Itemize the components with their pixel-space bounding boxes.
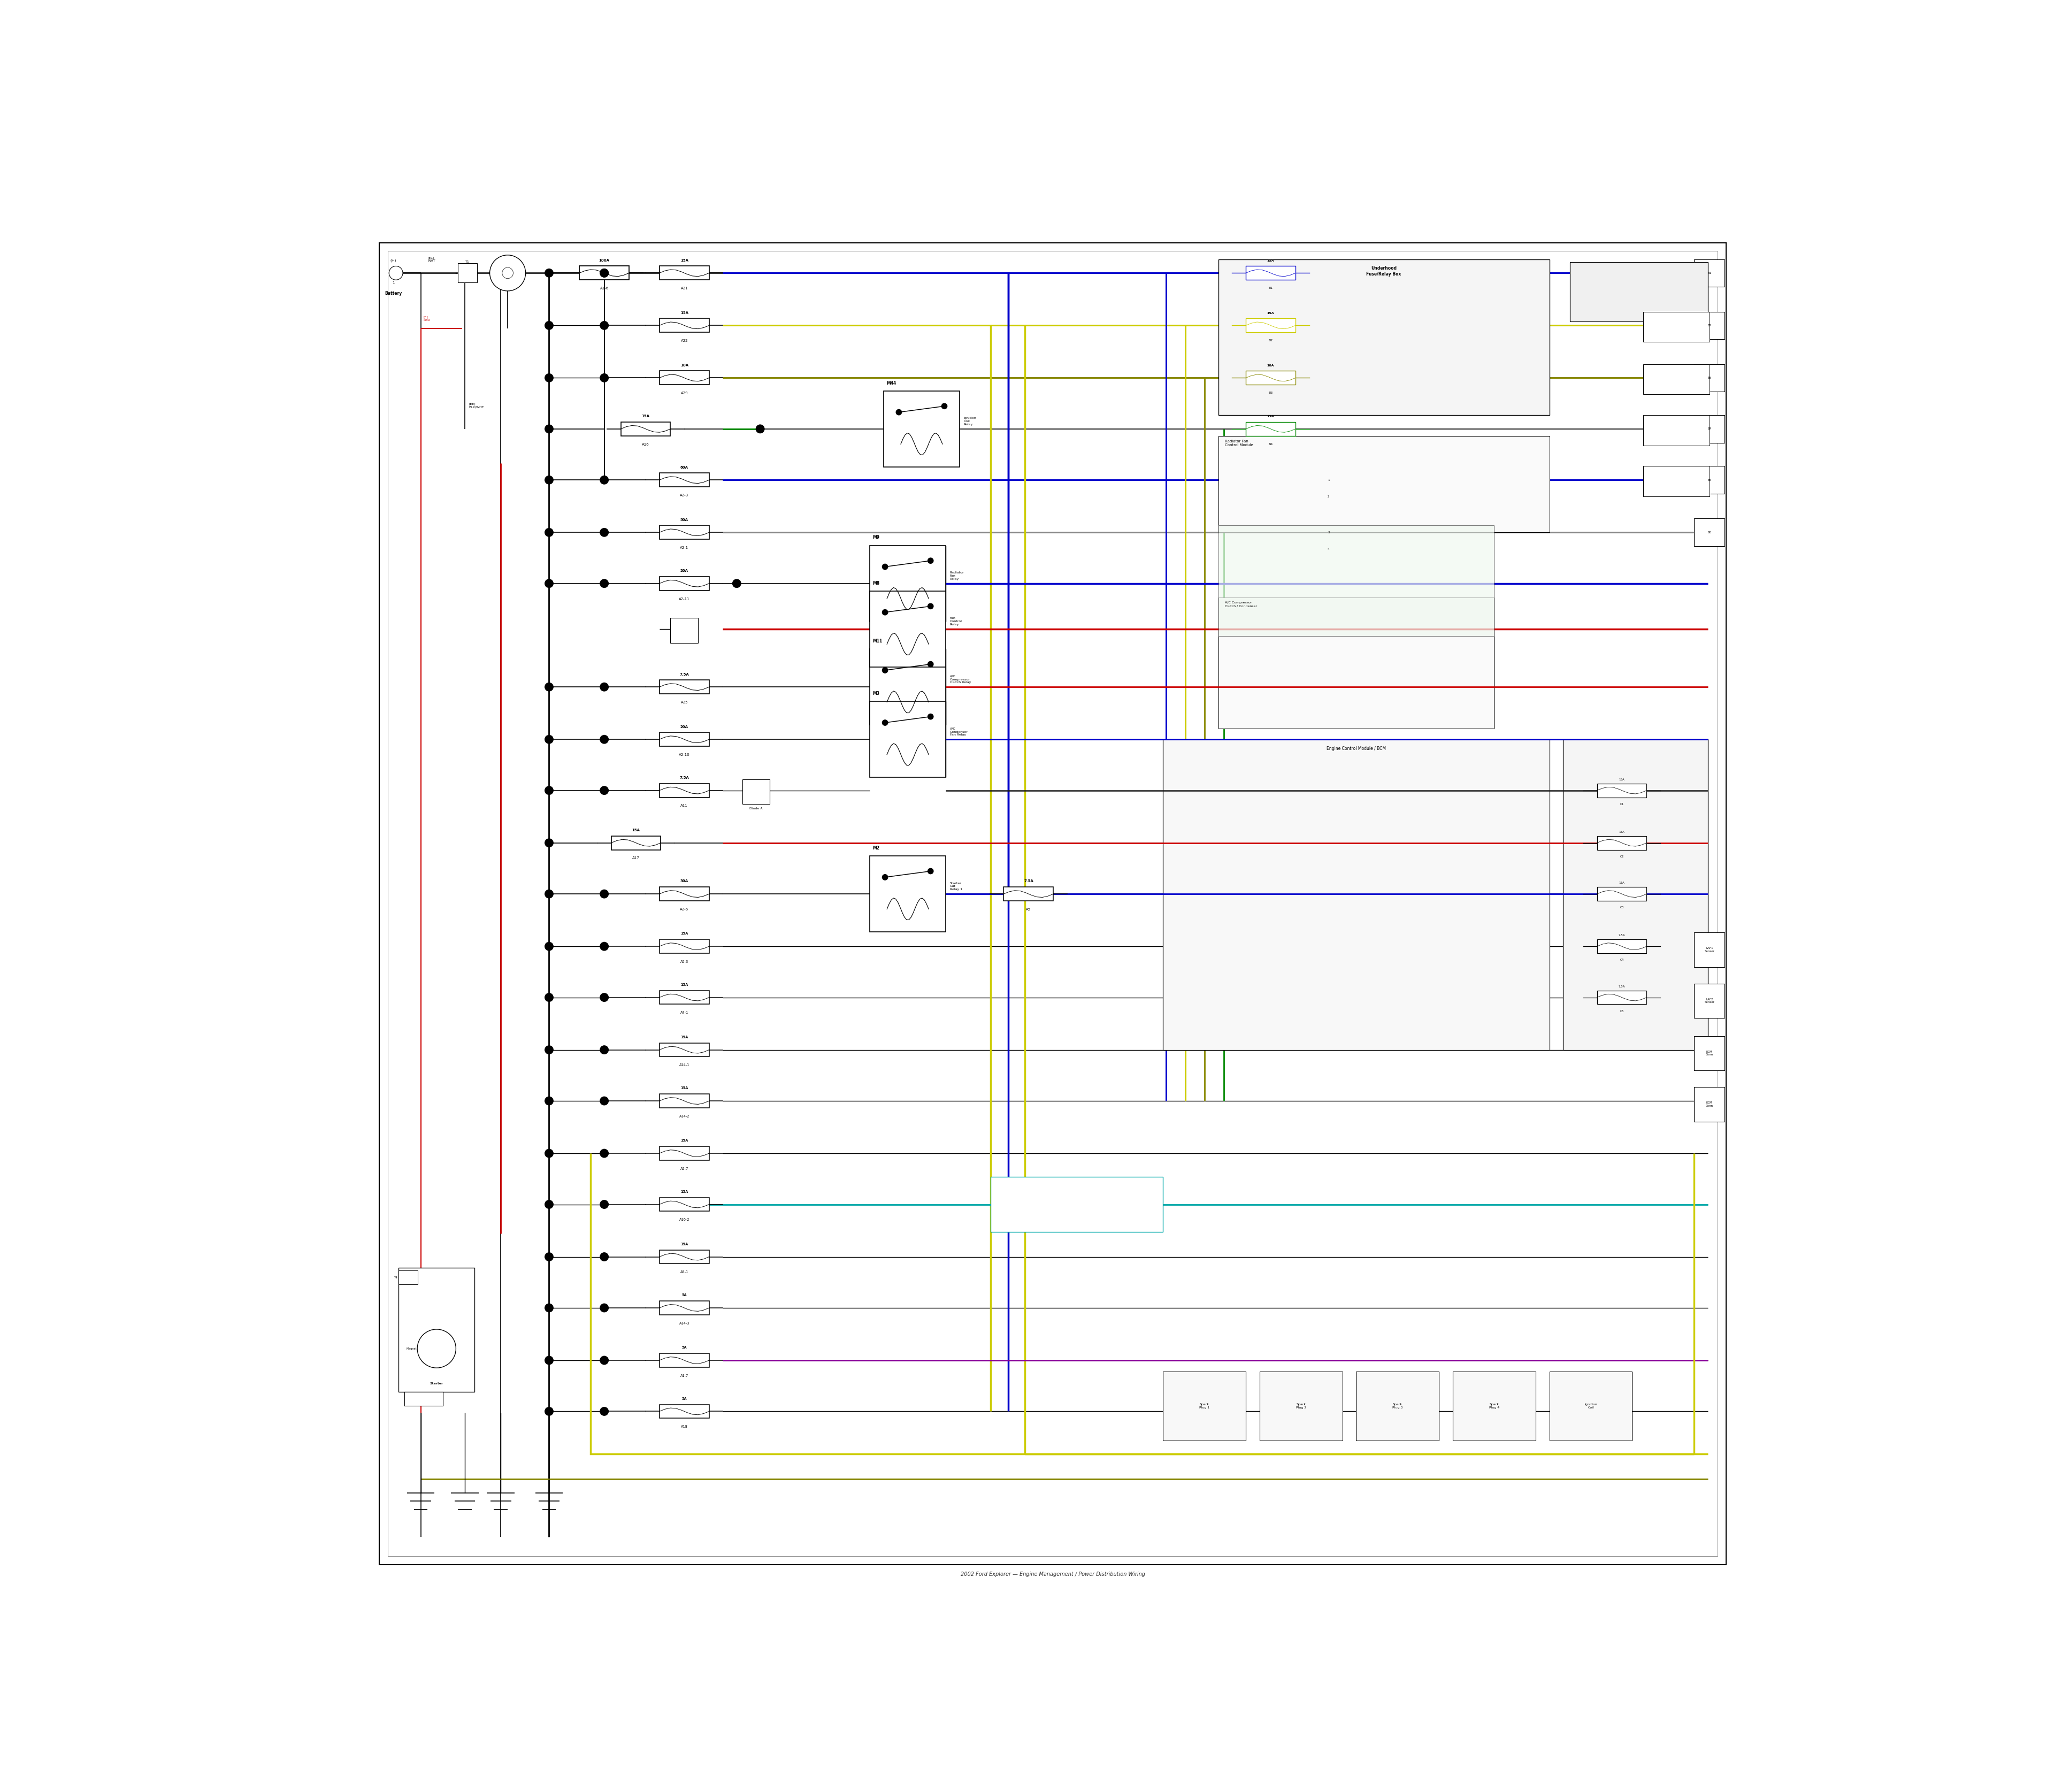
Bar [1218,435,1549,532]
Text: 10A: 10A [1267,364,1273,367]
Bar [659,991,709,1004]
Text: B4: B4 [1269,443,1273,446]
Text: Spark
Plug 1: Spark Plug 1 [1200,1403,1210,1409]
Circle shape [883,609,887,615]
Text: A2-3: A2-3 [680,495,688,496]
Circle shape [928,661,933,667]
Circle shape [544,269,553,278]
Circle shape [600,477,608,484]
Bar [659,1301,709,1315]
Bar [659,733,709,745]
Circle shape [544,1047,553,1054]
Text: A7-1: A7-1 [680,1011,688,1014]
Text: C4: C4 [1621,959,1625,962]
Text: B2: B2 [1674,324,1678,326]
Bar [659,319,709,332]
Bar [659,1043,709,1057]
Bar [1563,740,1709,1050]
Text: Radiator
Fan
Relay: Radiator Fan Relay [949,572,963,581]
Bar [659,1147,709,1159]
Text: A14-3: A14-3 [680,1322,690,1324]
Text: B4: B4 [1707,428,1711,430]
Text: 30A: 30A [680,880,688,883]
Text: Battery: Battery [384,290,403,296]
Circle shape [600,683,608,692]
Bar [1695,1036,1725,1070]
Text: A2-10: A2-10 [678,753,690,756]
Bar [1695,518,1725,547]
Bar [659,783,709,797]
Bar [1695,416,1725,443]
Bar [869,649,945,726]
Text: A11: A11 [680,805,688,808]
Text: A5-3: A5-3 [680,961,688,964]
Bar [869,857,945,932]
Text: [E1]
WHT: [E1] WHT [427,256,435,262]
Circle shape [544,579,553,588]
Text: 1: 1 [392,281,394,285]
Text: Radiator Fan
Control Module: Radiator Fan Control Module [1224,441,1253,446]
Circle shape [544,993,553,1002]
Text: 50A: 50A [680,518,688,521]
Bar [1598,939,1647,953]
Circle shape [600,1047,608,1054]
Text: 15A: 15A [680,1036,688,1039]
Text: 15A: 15A [680,312,688,314]
Text: LAF1
Sensor: LAF1 Sensor [1705,946,1715,953]
Bar [458,263,477,283]
Bar [1004,887,1054,901]
Text: B3: B3 [1269,392,1273,394]
Bar [1598,991,1647,1004]
Text: 15A: 15A [1267,260,1273,262]
Text: 15A: 15A [680,258,688,262]
Circle shape [600,579,608,588]
Text: A16-2: A16-2 [680,1219,690,1222]
Text: 7.5A: 7.5A [1619,986,1625,987]
Circle shape [600,1097,608,1106]
Bar [1356,1371,1440,1441]
Text: 15A: 15A [1619,830,1625,833]
Text: A29: A29 [680,392,688,394]
Text: M44: M44 [887,380,896,385]
Text: A14-1: A14-1 [680,1064,690,1066]
Text: ECM
Conn: ECM Conn [1705,1050,1713,1055]
Text: A22: A22 [680,339,688,342]
Text: A25: A25 [680,701,688,704]
Circle shape [600,735,608,744]
Bar [659,1197,709,1211]
Bar [1247,319,1296,332]
Text: 15A: 15A [1619,778,1625,781]
Text: 15A: 15A [680,1140,688,1142]
Text: 15A: 15A [1267,416,1273,418]
Circle shape [544,1097,553,1106]
Text: 15A: 15A [641,414,649,418]
Circle shape [544,943,553,950]
Bar [1218,597,1493,728]
Bar [1247,371,1296,385]
Circle shape [489,254,526,290]
Circle shape [544,1253,553,1262]
Bar [1163,1371,1247,1441]
Circle shape [544,1201,553,1208]
Circle shape [544,1149,553,1158]
Circle shape [928,557,933,563]
Text: 20A: 20A [680,726,688,728]
Circle shape [600,787,608,794]
Text: T4: T4 [394,1276,396,1279]
Text: 7.5A: 7.5A [1023,880,1033,883]
Text: B3: B3 [1707,376,1711,380]
Bar [1695,312,1725,339]
Bar [1218,260,1549,416]
Bar [659,577,709,590]
Bar [659,525,709,539]
Bar [1163,740,1549,1050]
Circle shape [600,1201,608,1208]
Bar [1643,312,1709,342]
Text: 15A: 15A [680,932,688,935]
Bar [659,887,709,901]
Text: A17: A17 [633,857,639,860]
Circle shape [544,735,553,744]
Bar [1452,1371,1536,1441]
Text: B3: B3 [1674,428,1678,430]
Text: Star
Relay 1
L5: Star Relay 1 L5 [1633,287,1645,296]
